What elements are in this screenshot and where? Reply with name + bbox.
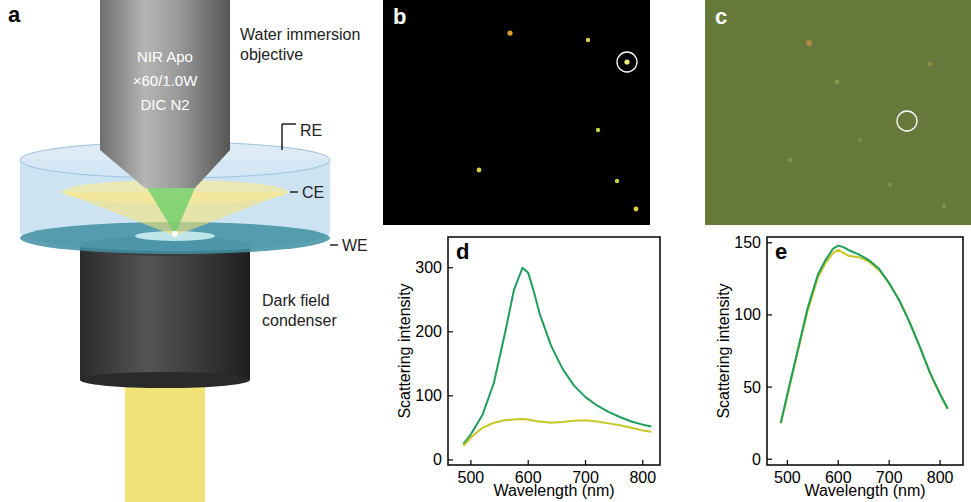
x-tick-label: 800 — [927, 469, 954, 486]
particle — [634, 207, 639, 212]
micrograph: c — [705, 0, 971, 225]
diagram-label: condenser — [262, 312, 337, 329]
chart: 5006007008000100200300Wavelength (nm)Sca… — [396, 237, 660, 499]
particle — [624, 59, 629, 64]
y-tick — [448, 395, 453, 396]
y-tick-label: 0 — [433, 451, 442, 468]
condenser — [80, 246, 250, 380]
leader — [330, 244, 338, 246]
panel-letter: d — [456, 239, 469, 264]
focus — [172, 231, 178, 237]
objective — [100, 0, 230, 150]
x-tick — [642, 460, 643, 465]
y-tick-label: 150 — [734, 234, 761, 251]
particle — [928, 62, 932, 66]
x-tick — [838, 460, 839, 465]
spectrum-line — [781, 246, 948, 423]
y-tick — [767, 242, 772, 243]
objective-text: ×60/1.0W — [133, 72, 198, 89]
panel-letter: b — [393, 4, 406, 29]
focus-cone — [147, 188, 195, 234]
spectrum-line — [463, 268, 651, 444]
highlight-circle — [617, 52, 637, 72]
chart: 500600700800050100150Wavelength (nm)Scat… — [715, 234, 963, 499]
particle — [888, 183, 892, 187]
particle — [942, 204, 946, 208]
particle — [596, 128, 600, 132]
panel-letter: e — [775, 239, 787, 264]
particle — [806, 40, 812, 46]
diagram-label: Water immersion — [240, 26, 360, 43]
y-axis-title: Scattering intensity — [715, 283, 732, 418]
y-tick-label: 200 — [415, 323, 442, 340]
diagram: NIR Apo ×60/1.0W DIC N2 Water immersion obje… — [8, 0, 368, 502]
x-tick — [889, 460, 890, 465]
plot-frame — [448, 237, 660, 465]
leader — [290, 191, 298, 193]
image-background — [383, 0, 650, 225]
y-tick — [767, 386, 772, 387]
x-tick-label: 500 — [458, 469, 485, 486]
particle — [788, 158, 792, 162]
y-tick-label: 100 — [415, 387, 442, 404]
micrograph: b — [383, 0, 650, 225]
diagram-label: objective — [240, 46, 303, 63]
y-tick-label: 50 — [743, 379, 761, 396]
highlight-circle — [897, 111, 917, 131]
particle — [477, 168, 482, 173]
y-tick-label: 100 — [734, 306, 761, 323]
y-tick — [767, 459, 772, 460]
x-axis-title: Wavelength (nm) — [493, 482, 614, 499]
y-tick-label: 300 — [415, 259, 442, 276]
particle — [507, 30, 512, 35]
x-tick-label: 800 — [629, 469, 656, 486]
particle — [586, 38, 590, 42]
spectrum-line — [781, 250, 948, 423]
electrode-spot — [135, 231, 215, 241]
x-tick — [939, 460, 940, 465]
figure: NIR Apo ×60/1.0W DIC N2 Water immersion obje… — [0, 0, 971, 502]
y-tick — [448, 331, 453, 332]
objective-text: NIR Apo — [137, 48, 193, 65]
bracket — [282, 124, 296, 150]
x-tick — [787, 460, 788, 465]
panel-letter: a — [8, 2, 21, 27]
diagram-label: RE — [300, 122, 322, 139]
image-background — [705, 0, 971, 225]
objective-nose — [100, 150, 230, 188]
panel-letter: c — [715, 4, 727, 29]
y-tick — [448, 267, 453, 268]
diagram-label: WE — [342, 237, 368, 254]
x-tick-label: 500 — [774, 469, 801, 486]
particle — [858, 138, 862, 142]
y-tick — [448, 459, 453, 460]
objective-text: DIC N2 — [140, 96, 189, 113]
y-tick — [767, 314, 772, 315]
x-axis-title: Wavelength (nm) — [804, 482, 925, 499]
spectrum-line — [463, 419, 651, 446]
x-tick — [585, 460, 586, 465]
y-tick-label: 0 — [752, 451, 761, 468]
plot-area — [463, 268, 651, 446]
particle — [615, 179, 619, 183]
diagram-label: Dark field — [262, 292, 330, 309]
particle — [835, 80, 840, 85]
light-beam — [125, 378, 205, 502]
condenser-bottom — [80, 372, 250, 388]
x-tick — [528, 460, 529, 465]
y-axis-title: Scattering intensity — [396, 283, 413, 418]
plot-frame — [767, 237, 963, 465]
diagram-label: CE — [302, 184, 324, 201]
plot-area — [781, 246, 948, 423]
x-tick — [470, 460, 471, 465]
